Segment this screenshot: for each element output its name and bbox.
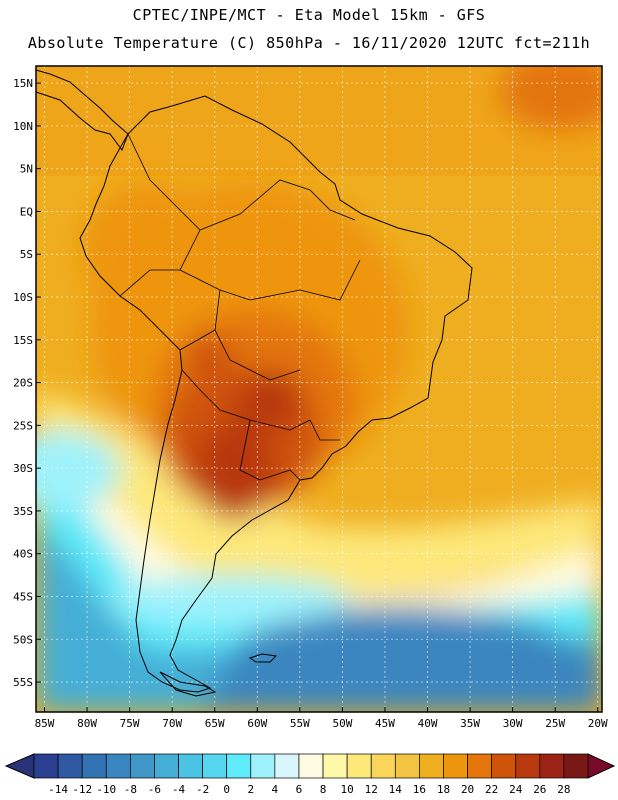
field-orange-west: [80, 180, 220, 320]
colorbar-swatch: [298, 753, 324, 779]
falklands: [248, 653, 278, 663]
colorbar-label: -12: [72, 783, 92, 796]
lat-label: 10N: [13, 120, 33, 133]
colorbar-swatch: [322, 753, 348, 779]
colorbar-swatch: [129, 753, 155, 779]
field-lightblue-pacific: [36, 430, 120, 510]
lat-label: 40S: [13, 548, 33, 561]
lon-label: 80W: [77, 717, 97, 730]
colorbar-swatch: [515, 753, 541, 779]
colorbar-label: 26: [533, 783, 546, 796]
colorbar-swatch: [443, 753, 468, 779]
field-lightblue-atlantic: [110, 575, 350, 625]
longitude-labels: 85W 80W 75W 70W 65W 60W 55W 50W 45W 40W 35W 30W 25W 2…: [35, 707, 608, 730]
lat-label: 50S: [13, 633, 33, 646]
lon-label: 45W: [375, 717, 395, 730]
colorbar-swatch: [419, 753, 444, 779]
colorbar-swatch: [467, 753, 493, 779]
chart-title-line-2: Absolute Temperature (C) 850hPa - 16/11/…: [27, 34, 591, 52]
colorbar-swatch: [154, 753, 179, 779]
lon-label: 50W: [332, 717, 352, 730]
lat-label: 15S: [13, 334, 33, 347]
country-borders: [119, 133, 361, 481]
colorbar-label: -2: [196, 783, 209, 796]
map-frame: [35, 65, 603, 713]
chart-title-line-1: CPTEC/INPE/MCT - Eta Model 15km - GFS: [132, 6, 486, 24]
lat-label: 25S: [13, 419, 33, 432]
field-deep-blue-south: [200, 606, 602, 712]
field-hot-core-north: [185, 335, 235, 385]
lon-label: 70W: [162, 717, 182, 730]
colorbar-label: 22: [485, 783, 498, 796]
lon-label: 40W: [418, 717, 438, 730]
colorbar-label: 24: [509, 783, 523, 796]
tierra-del-fuego: [159, 671, 217, 697]
colorbar-label: 0: [223, 783, 230, 796]
lat-label: 10S: [13, 291, 33, 304]
colorbar-swatch: [105, 753, 131, 779]
colorbar-swatch: [394, 753, 420, 779]
lon-label: 75W: [120, 717, 140, 730]
colorbar: -14 -12 -10 -8 -6 -4 -2 0 2 4 6 8 10 12 14 16 18 20 22 24 26…: [4, 753, 616, 796]
lat-label: 20S: [13, 377, 33, 390]
temperature-field: [36, 66, 602, 712]
colorbar-swatch: [491, 753, 517, 779]
field-yellow-band: [36, 390, 602, 600]
colorbar-label: 4: [272, 783, 279, 796]
lon-label: 55W: [290, 717, 310, 730]
lat-label: 15N: [13, 77, 33, 90]
colorbar-swatch: [539, 753, 565, 779]
colorbar-label: 12: [365, 783, 378, 796]
field-caribbean-warm: [500, 66, 602, 130]
colorbar-swatch: [81, 753, 107, 779]
colorbar-label: 8: [320, 783, 327, 796]
lon-label: 60W: [247, 717, 267, 730]
lat-label: 5N: [20, 163, 33, 176]
colorbar-label: 28: [557, 783, 570, 796]
colorbar-label: 18: [437, 783, 450, 796]
colorbar-swatch: [250, 753, 276, 779]
latitude-labels: 15N 10N 5N EQ 5S 10S 15S 20S 25S 30S 35S 40S 45S 50S 5…: [13, 77, 41, 689]
lon-label: 20W: [588, 717, 608, 730]
lat-label: 55S: [13, 676, 33, 689]
colorbar-label: 10: [341, 783, 354, 796]
colorbar-swatch: [346, 753, 372, 779]
colorbar-swatch: [178, 753, 203, 779]
colorbar-swatch: [202, 753, 228, 779]
lon-label: 85W: [35, 717, 55, 730]
colorbar-swatch: [370, 753, 396, 779]
colorbar-label: -6: [148, 783, 161, 796]
south-america-coast: [79, 95, 473, 693]
colorbar-swatch: [563, 753, 589, 779]
lon-label: 25W: [545, 717, 565, 730]
colorbar-low-arrow: [4, 753, 35, 779]
colorbar-label: 6: [296, 783, 303, 796]
lat-label: 45S: [13, 590, 33, 603]
lon-label: 65W: [205, 717, 225, 730]
colorbar-high-arrow: [587, 753, 616, 779]
colorbar-label: -14: [48, 783, 68, 796]
colorbar-label: -4: [172, 783, 186, 796]
coastlines: [35, 69, 473, 697]
colorbar-swatch: [57, 753, 83, 779]
lat-label: 35S: [13, 505, 33, 518]
field-hot-core-east: [235, 370, 305, 430]
field-hot-core: [195, 420, 275, 520]
colorbar-label: -8: [124, 783, 137, 796]
lon-label: 30W: [503, 717, 523, 730]
colorbar-swatch: [274, 753, 300, 779]
colorbar-swatch: [226, 753, 252, 779]
lat-lon-grid: [36, 66, 602, 712]
colorbar-label: 20: [461, 783, 474, 796]
lat-label: 5S: [20, 248, 33, 261]
lat-label: EQ: [20, 205, 33, 218]
lat-label: 30S: [13, 462, 33, 475]
colorbar-label: 16: [413, 783, 426, 796]
colorbar-label: -10: [96, 783, 116, 796]
colorbar-label: 14: [389, 783, 403, 796]
lon-label: 35W: [460, 717, 480, 730]
colorbar-swatch: [33, 753, 59, 779]
colorbar-label: 2: [247, 783, 254, 796]
